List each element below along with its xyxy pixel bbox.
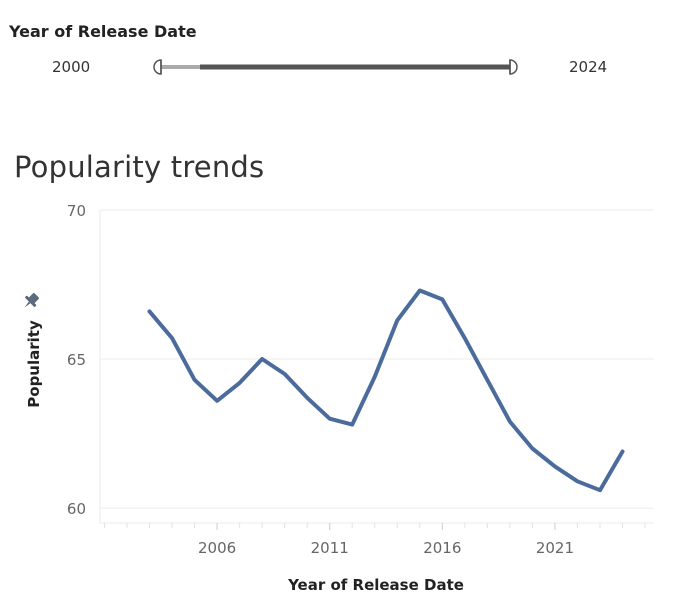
pin-icon[interactable] (20, 290, 42, 312)
y-tick-label: 70 (67, 202, 86, 220)
series-lines (147, 288, 625, 493)
slider-handle-max[interactable] (509, 59, 518, 75)
tick-labels: 60 65 70 2006 2011 2016 2021 (67, 202, 574, 557)
y-tick-label: 65 (67, 351, 86, 369)
slider-min-label: 2000 (52, 58, 91, 76)
slider-handle-min[interactable] (153, 59, 162, 75)
x-tick-label: 2011 (311, 539, 349, 557)
filter-title: Year of Release Date (9, 22, 197, 41)
chart-title: Popularity trends (14, 150, 265, 184)
year-range-slider[interactable] (144, 56, 524, 78)
y-axis-title: Popularity (25, 320, 43, 408)
y-tick-label: 60 (67, 500, 86, 518)
grid-lines (100, 209, 654, 509)
x-axis-title: Year of Release Date (287, 576, 464, 594)
axes (99, 210, 654, 530)
series-line[interactable] (147, 288, 625, 493)
x-tick-label: 2006 (198, 539, 236, 557)
x-tick-label: 2021 (536, 539, 574, 557)
x-tick-label: 2016 (423, 539, 461, 557)
slider-max-label: 2024 (569, 58, 608, 76)
